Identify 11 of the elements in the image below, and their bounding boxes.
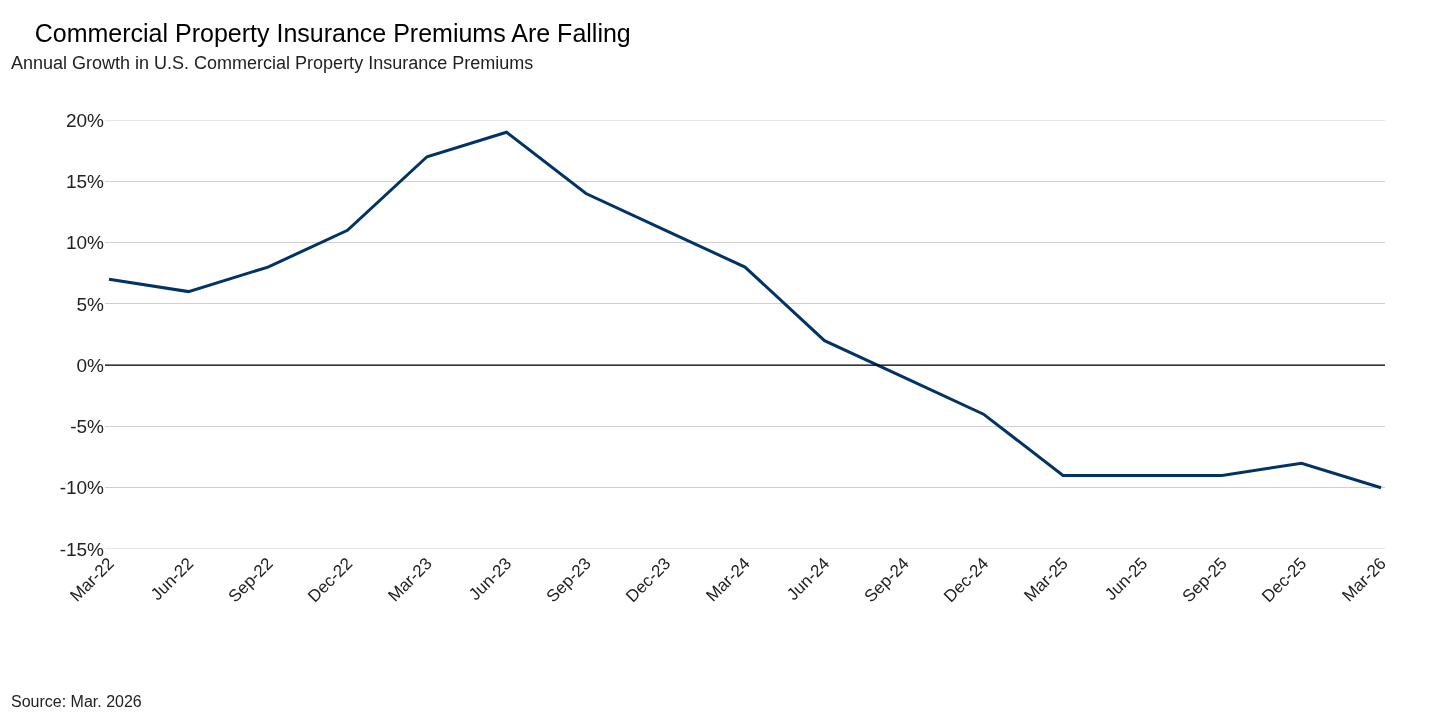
source-note: Source: Mar. 2026: [11, 693, 142, 710]
y-tick-label: 15%: [65, 170, 105, 192]
chart-title: Commercial Property Insurance Premiums Are Falling: [34, 19, 631, 48]
y-tick-label: 0%: [76, 354, 105, 376]
line-series: [107, 130, 1383, 490]
y-tick-label: -5%: [70, 416, 105, 438]
y-tick-label: 20%: [65, 109, 105, 131]
chart-subtitle: Annual Growth in U.S. Commercial Property Insurance Premiums: [11, 53, 534, 73]
y-tick-label: 5%: [76, 293, 105, 315]
y-tick-label: -10%: [59, 477, 105, 499]
y-tick-label: 10%: [65, 232, 105, 254]
